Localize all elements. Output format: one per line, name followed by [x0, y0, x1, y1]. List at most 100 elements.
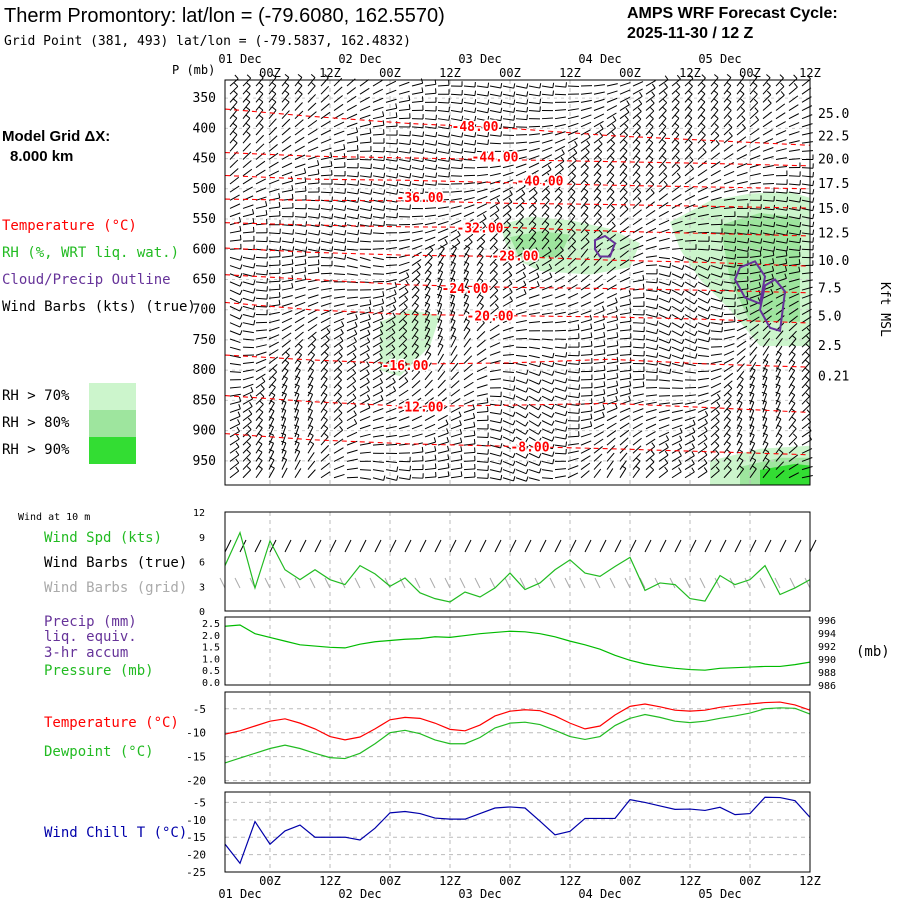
wind-barb — [542, 461, 553, 463]
wind-barb-flag — [418, 263, 421, 267]
wind-barb-flag — [501, 91, 502, 96]
pressure-ytick-label: 988 — [818, 668, 836, 679]
wind-barb — [464, 212, 474, 217]
surface-wind-barb — [390, 540, 396, 552]
wind-barb-flag — [448, 454, 449, 459]
wind-barb — [698, 423, 707, 429]
wind-barb-flag — [246, 107, 250, 110]
temperature-panel: -5-10-15-20 — [186, 692, 810, 788]
wind-barb-flag — [625, 116, 628, 120]
wind-barb-flag — [240, 282, 242, 287]
wind-barb-flag — [495, 295, 498, 299]
wind-barb — [633, 104, 642, 111]
wind-barb-flag — [692, 460, 695, 464]
precip-ytick-label: 2.5 — [202, 619, 220, 630]
wind-barb-flag — [323, 409, 327, 412]
wind-barb — [321, 332, 330, 339]
wind-barb — [243, 392, 253, 397]
wind-barb — [776, 95, 784, 102]
wind-barb-flag — [617, 341, 618, 346]
wind-barb-flag — [663, 173, 666, 177]
wind-barb-flag — [495, 214, 498, 218]
wind-barb — [334, 87, 342, 94]
wind-barb — [490, 470, 501, 472]
wind-barb-flag — [239, 217, 240, 222]
wind-chill-frame — [225, 792, 810, 872]
wind-barb — [243, 315, 254, 318]
wind-barb-flag — [677, 83, 680, 87]
wind-barb — [269, 320, 280, 323]
wind-barb-flag — [260, 393, 263, 397]
wind-barb-flag — [435, 455, 436, 460]
wind-panel-title: Wind at 10 m — [18, 512, 90, 523]
temperature-frame — [225, 692, 810, 783]
wind-barb — [438, 85, 449, 86]
wind-barb-flag — [562, 150, 565, 154]
wind-barb — [230, 160, 238, 168]
wind-barb-flag — [259, 91, 263, 94]
wind-barb — [646, 237, 656, 241]
wind-barb-flag — [552, 421, 554, 425]
chill-ytick-label: -15 — [186, 831, 206, 844]
wind-barb — [360, 327, 370, 331]
wind-barb — [308, 103, 316, 111]
wind-barb — [399, 100, 410, 102]
wind-barb-flag — [722, 312, 723, 317]
wind-barb — [490, 135, 501, 136]
wind-barb — [620, 112, 629, 119]
bottom-hour-label: 12Z — [679, 874, 701, 888]
wind-barb-flag — [323, 392, 327, 395]
wind-barb — [347, 88, 356, 95]
wind-barb-flag — [754, 91, 758, 94]
wind-barb — [360, 241, 371, 242]
wind-barb-flag — [306, 230, 307, 235]
wind-barb — [542, 295, 552, 298]
pressure-tick-label: 350 — [193, 91, 216, 106]
wind-barb — [347, 450, 358, 453]
surface-wind-barb — [600, 540, 606, 552]
wind-barb-flag — [702, 132, 706, 135]
wind-barb — [230, 387, 241, 388]
wind-barb-flag — [716, 418, 719, 422]
wind-barb-flag — [636, 132, 640, 135]
wind-barb — [243, 298, 254, 301]
precip-ytick-label: 0.0 — [202, 678, 220, 689]
wind-barb — [646, 395, 657, 396]
legend-precip: Precip (mm) — [44, 614, 137, 630]
wind-barb-flag — [662, 140, 666, 143]
wind-barb-flag — [345, 197, 346, 202]
wind-barb — [672, 440, 682, 445]
wind-barb — [503, 94, 514, 96]
wind-barb — [503, 388, 514, 390]
wind-barb-flag — [708, 314, 710, 319]
wind-barb — [581, 463, 590, 469]
wind-barb — [750, 174, 761, 176]
wind-barb — [503, 86, 514, 88]
legend-pressure: Pressure (mb) — [44, 663, 154, 679]
wind-barb — [516, 320, 527, 322]
wind-barb — [633, 280, 644, 282]
wind-barb-flag — [341, 329, 344, 333]
wind-barb — [412, 461, 423, 462]
wind-barb — [477, 167, 488, 168]
wind-barb — [555, 388, 565, 391]
wind-barb — [581, 456, 590, 462]
wind-barb — [477, 349, 486, 355]
wind-barb — [581, 411, 592, 412]
wind-barb-flag — [324, 434, 328, 437]
wind-barb-flag — [636, 172, 640, 175]
legend-wind-barbs: Wind Barbs (kts) (true) — [2, 299, 196, 315]
wind-barb — [256, 337, 267, 339]
wind-barb — [243, 470, 251, 478]
wind-barb-flag — [258, 425, 262, 428]
wind-barb-flag — [304, 168, 305, 173]
wind-barb-flag — [553, 362, 554, 367]
wind-barb — [477, 94, 488, 96]
wind-barb — [516, 142, 527, 143]
wind-ytick-label: 6 — [199, 558, 205, 569]
wind-barb — [334, 167, 345, 168]
wind-barb-flag — [368, 330, 370, 334]
wind-barb-flag — [715, 124, 719, 127]
wind-barb — [256, 298, 267, 299]
wind-barb-flag — [714, 115, 718, 118]
